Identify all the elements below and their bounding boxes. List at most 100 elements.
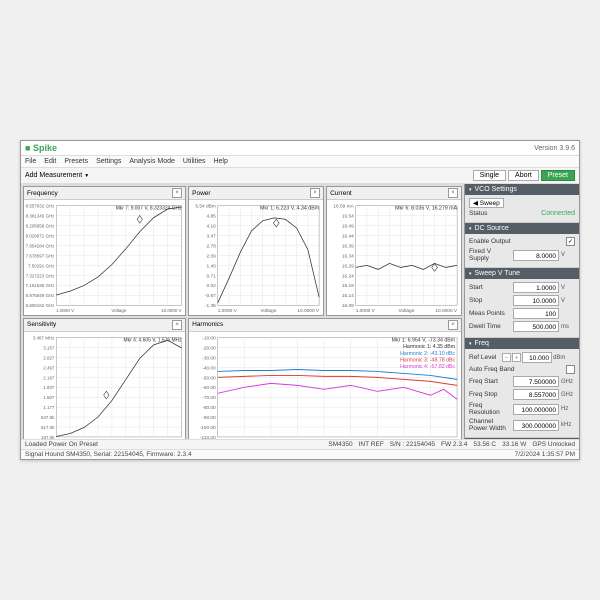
svg-text:16.34: 16.34 [342, 253, 354, 259]
svg-text:4.85: 4.85 [207, 214, 217, 220]
svg-text:1.837: 1.837 [43, 385, 55, 390]
current-plot[interactable]: 16.59 mA16.5416.4916.4416.3916.3416.2916… [327, 200, 461, 315]
sensitivity-plot[interactable]: 3.487 MHz3.1572.8272.4972.1671.8371.5071… [24, 332, 185, 439]
svg-text:10.0000 V: 10.0000 V [298, 308, 321, 314]
svg-text:16.49: 16.49 [342, 224, 354, 230]
reflevel-up-button[interactable]: + [512, 353, 521, 362]
chart-frequency: Frequency × 8.557032 GHz8.381345 GHz8.20… [23, 186, 186, 316]
svg-text:16.19: 16.19 [342, 283, 354, 289]
chart-title: Frequency [27, 190, 58, 197]
svg-text:-90.00: -90.00 [202, 415, 216, 421]
version-label: Version 3.9.6 [534, 145, 575, 152]
svg-text:Mkr 7: 9.007 V, 8.323324 GHz: Mkr 7: 9.007 V, 8.323324 GHz [116, 205, 182, 211]
svg-text:-1.36: -1.36 [205, 303, 216, 309]
svg-text:Harmonic 2: -43.10 dBc: Harmonic 2: -43.10 dBc [400, 351, 455, 357]
svg-text:847.0k: 847.0k [41, 415, 55, 420]
section-header[interactable]: VCO Settings [465, 184, 579, 195]
svg-text:8.205658 GHz: 8.205658 GHz [26, 223, 55, 228]
svg-text:8.029971 GHz: 8.029971 GHz [26, 233, 55, 238]
svg-text:-50.00: -50.00 [202, 375, 216, 381]
svg-text:-70.00: -70.00 [202, 395, 216, 401]
chart-close-icon[interactable]: × [448, 188, 458, 198]
menu-analysis-mode[interactable]: Analysis Mode [129, 158, 175, 165]
svg-text:187.0k: 187.0k [41, 435, 55, 439]
svg-text:-100.00: -100.00 [200, 425, 216, 431]
svg-text:2.827: 2.827 [43, 355, 55, 360]
menu-settings[interactable]: Settings [96, 158, 121, 165]
sweep-dwell-input[interactable]: 500.000 [513, 321, 559, 332]
svg-text:2.09: 2.09 [207, 253, 217, 259]
section-header[interactable]: Freq [465, 338, 579, 349]
chart-close-icon[interactable]: × [448, 320, 458, 330]
enable-output-checkbox[interactable]: ✓ [566, 237, 575, 246]
sweep-back-button[interactable]: ◀ Sweep [469, 198, 504, 208]
svg-text:8.381345 GHz: 8.381345 GHz [26, 213, 55, 218]
dc-source-section: DC Source Enable Output ✓ Fixed V Supply… [465, 223, 579, 268]
svg-text:16.24: 16.24 [342, 273, 354, 279]
menu-presets[interactable]: Presets [64, 158, 88, 165]
svg-text:0.71: 0.71 [207, 273, 217, 279]
svg-text:Voltage: Voltage [399, 308, 415, 314]
harmonics-plot[interactable]: -10.00-20.00-30.00-40.00-50.00-60.00-70.… [189, 332, 461, 439]
chart-close-icon[interactable]: × [172, 320, 182, 330]
sweep-start-input[interactable]: 1.0000 [513, 282, 559, 293]
reflevel-input[interactable]: 10.000 [522, 352, 552, 363]
status-label: Status [469, 210, 539, 217]
chart-close-icon[interactable]: × [172, 188, 182, 198]
power-plot[interactable]: 5.54 dBm4.854.163.472.782.091.400.710.02… [189, 200, 323, 315]
section-header[interactable]: Sweep V Tune [465, 268, 579, 279]
svg-text:Mkr 6: 8.035 V, 16.279 mA: Mkr 6: 8.035 V, 16.279 mA [395, 206, 457, 212]
svg-text:1.0000 V: 1.0000 V [356, 308, 376, 314]
chart-close-icon[interactable]: × [310, 188, 320, 198]
status-item: S/N : 22154045 [390, 441, 435, 448]
freq-start-input[interactable]: 7.500000 [513, 376, 559, 387]
svg-text:1.0000 V: 1.0000 V [218, 308, 238, 314]
chart-grid: Frequency × 8.557032 GHz8.381345 GHz8.20… [21, 184, 464, 439]
sweep-stop-input[interactable]: 10.0000 [513, 295, 559, 306]
status-value: Connected [541, 210, 575, 217]
menu-utilities[interactable]: Utilities [183, 158, 206, 165]
menu-bar: File Edit Presets Settings Analysis Mode… [21, 156, 579, 168]
main-area: Frequency × 8.557032 GHz8.381345 GHz8.20… [21, 184, 579, 439]
footer-bar: Signal Hound SM4350, Serial: 22154045, F… [21, 449, 579, 459]
svg-text:3.487 MHz: 3.487 MHz [33, 335, 55, 340]
section-header[interactable]: DC Source [465, 223, 579, 234]
timestamp: 7/2/2024 1:35:57 PM [515, 451, 575, 458]
svg-text:5.54 dBm: 5.54 dBm [196, 204, 216, 210]
menu-file[interactable]: File [25, 158, 36, 165]
menu-edit[interactable]: Edit [44, 158, 56, 165]
sweep-points-input[interactable]: 100 [513, 308, 559, 319]
status-bar: Loaded Power On Preset SM4350 INT REF S/… [21, 439, 579, 449]
svg-text:-80.00: -80.00 [202, 405, 216, 411]
svg-text:2.497: 2.497 [43, 365, 55, 370]
svg-text:7.50291 GHz: 7.50291 GHz [28, 263, 55, 268]
menu-help[interactable]: Help [213, 158, 227, 165]
enable-output-label: Enable Output [469, 238, 564, 245]
frequency-plot[interactable]: 8.557032 GHz8.381345 GHz8.205658 GHz8.02… [24, 200, 185, 315]
svg-text:Mkr 1: 6.223 V, 4.34 dBm: Mkr 1: 6.223 V, 4.34 dBm [260, 206, 320, 212]
status-item: 33.16 W [502, 441, 526, 448]
freq-section: Freq Ref Level − + 10.000 dBm Auto Freq … [465, 338, 579, 438]
freq-stop-input[interactable]: 8.557000 [513, 389, 559, 400]
reflevel-down-button[interactable]: − [502, 353, 511, 362]
status-item: SM4350 [328, 441, 352, 448]
single-button[interactable]: Single [473, 170, 506, 181]
svg-text:Harmonic 4: -57.82 dBc: Harmonic 4: -57.82 dBc [400, 364, 455, 370]
svg-text:16.44: 16.44 [342, 234, 354, 240]
add-measurement-dropdown[interactable]: Add Measurement ▼ [25, 172, 89, 179]
svg-text:Harmonic 3: -48.78 dBc: Harmonic 3: -48.78 dBc [400, 357, 455, 363]
title-bar: ■ Spike Version 3.9.6 [21, 141, 579, 156]
svg-text:3.157: 3.157 [43, 345, 55, 350]
fixed-supply-input[interactable]: 8.0000 [513, 250, 559, 261]
svg-text:Mkr 4: 4.605 V, 1.576 MHz: Mkr 4: 4.605 V, 1.576 MHz [124, 337, 182, 343]
freq-res-input[interactable]: 100.000000 [513, 404, 559, 415]
svg-text:-110.00: -110.00 [200, 435, 216, 439]
autoband-checkbox[interactable] [566, 365, 575, 374]
svg-text:517.0k: 517.0k [41, 425, 55, 430]
toolbar: Add Measurement ▼ Single Abort Preset [21, 168, 579, 184]
abort-button[interactable]: Abort [508, 170, 539, 181]
cpw-input[interactable]: 300.000000 [513, 420, 559, 431]
status-item: GPS Unlocked [532, 441, 575, 448]
preset-button[interactable]: Preset [541, 170, 575, 181]
app-window: ■ Spike Version 3.9.6 File Edit Presets … [20, 140, 580, 460]
